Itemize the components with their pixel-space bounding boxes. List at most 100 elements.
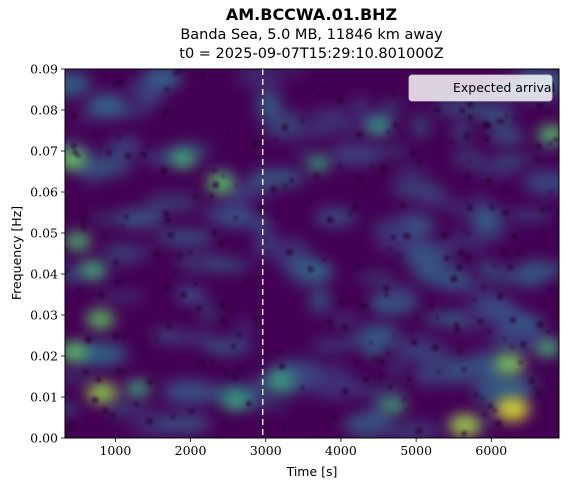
spectrogram-speckle (457, 351, 461, 355)
texture-blob (314, 210, 357, 226)
texture-blob (328, 143, 384, 166)
spectrogram-speckle (116, 368, 123, 375)
spectrogram-speckle (321, 257, 326, 262)
spectrogram-speckle (140, 339, 146, 344)
spectrogram-speckle (267, 250, 271, 254)
texture-blob (330, 313, 359, 326)
spectrogram-speckle (140, 150, 147, 158)
spectrogram-speckle (480, 285, 486, 291)
texture-blob (412, 364, 446, 387)
chart-title-block: AM.BCCWA.01.BHZ Banda Sea, 5.0 MB, 11846… (64, 0, 559, 64)
spectrogram-speckle (482, 411, 487, 417)
spectrogram-hotspot (306, 154, 331, 172)
texture-blob (82, 163, 100, 187)
x-tick-label: 2000 (175, 443, 207, 458)
spectrogram-speckle (70, 143, 77, 149)
x-tick-label: 5000 (400, 443, 432, 458)
spectrogram-speckle (289, 177, 295, 183)
spectrogram-speckle (463, 132, 471, 140)
spectrogram-speckle (211, 181, 220, 189)
spectrogram-speckle (453, 326, 461, 334)
spectrogram-speckle (145, 418, 153, 426)
spectrogram-speckle (405, 408, 409, 412)
x-axis-label: Time [s] (286, 464, 338, 479)
texture-blob (395, 334, 442, 358)
texture-blob (65, 266, 81, 285)
spectrogram-speckle (492, 407, 498, 413)
texture-blob (97, 291, 147, 302)
texture-blob (284, 69, 306, 75)
texture-blob (397, 190, 451, 199)
spectrogram-speckle (225, 306, 231, 312)
spectrogram-speckle (166, 323, 172, 329)
spectrogram-speckle (195, 305, 202, 312)
texture-blob (307, 374, 364, 399)
spectrogram-speckle (230, 343, 236, 349)
y-axis: 0.00 0.01 0.02 0.03 0.04 0.05 0.06 0.07 0.08 0.09 (30, 62, 65, 446)
y-tick-label: 0.00 (30, 431, 58, 446)
texture-blob (423, 312, 468, 324)
spectrogram-speckle (98, 291, 106, 299)
spectrogram-speckle (548, 285, 555, 292)
spectrogram-speckle (285, 248, 293, 256)
spectrogram-speckle (429, 303, 435, 309)
spectrogram-speckle (250, 139, 257, 146)
spectrogram-speckle (481, 397, 485, 401)
spectrogram-speckle (553, 137, 559, 143)
texture-blob (487, 265, 519, 285)
y-tick-label: 0.01 (30, 390, 58, 405)
texture-blob (155, 229, 216, 246)
plot-frame (64, 68, 560, 439)
spectrogram-speckle (462, 229, 466, 233)
spectrogram-speckle (112, 83, 117, 88)
spectrogram-speckle (309, 84, 315, 90)
spectrogram-speckle (487, 403, 493, 409)
spectrogram-speckle (237, 365, 244, 371)
spectrogram-speckle (307, 266, 314, 273)
spectrogram-speckle (164, 284, 171, 290)
spectrogram-speckle (176, 252, 183, 259)
spectrogram-speckle (486, 328, 491, 334)
spectrogram-speckle (537, 102, 545, 110)
spectrogram-speckle (161, 107, 170, 116)
spectrogram-speckle (300, 385, 305, 390)
spectrogram-speckle (65, 267, 69, 274)
spectrogram-speckle (548, 366, 553, 371)
spectrogram-speckle (546, 378, 551, 383)
spectrogram-speckle (417, 159, 423, 166)
spectrogram-speckle (115, 79, 123, 86)
spectrogram-speckle (461, 367, 467, 372)
spectrogram-speckle (386, 129, 391, 134)
texture-blob (144, 192, 200, 214)
x-axis: 1000 2000 3000 4000 5000 6000 (99, 438, 507, 458)
spectrogram-speckle (468, 159, 472, 163)
spectrogram-speckle (80, 221, 85, 226)
spectrogram-speckle (232, 374, 239, 381)
texture-blob (522, 170, 559, 196)
spectrogram-speckle (459, 108, 465, 114)
spectrogram-speckle (218, 239, 226, 246)
spectrogram-hotspot (366, 118, 391, 135)
spectrogram-speckle (545, 107, 552, 114)
spectrogram-speckle (494, 419, 502, 428)
spectrogram-speckle (417, 168, 421, 172)
texture-blob (308, 288, 331, 314)
texture-blob (481, 304, 528, 328)
spectrogram-speckle (392, 334, 396, 338)
spectrogram-speckle (329, 327, 333, 332)
spectrogram-speckle (384, 292, 389, 298)
spectrogram-speckle (546, 204, 552, 210)
spectrogram-hotspot (495, 397, 530, 422)
spectrogram-speckle (71, 113, 77, 119)
spectrogram-speckle (492, 263, 496, 267)
texture-blob (379, 101, 404, 113)
spectrogram-speckle (123, 214, 130, 220)
spectrogram-speckle (392, 122, 399, 129)
spectrogram-speckle (193, 281, 199, 287)
y-tick-label: 0.09 (30, 62, 58, 77)
spectrogram-hotspot (223, 392, 249, 410)
spectrogram-speckle (323, 236, 327, 240)
texture-blob (293, 148, 312, 158)
spectrogram-speckle (155, 337, 159, 342)
texture-blob (391, 211, 428, 238)
